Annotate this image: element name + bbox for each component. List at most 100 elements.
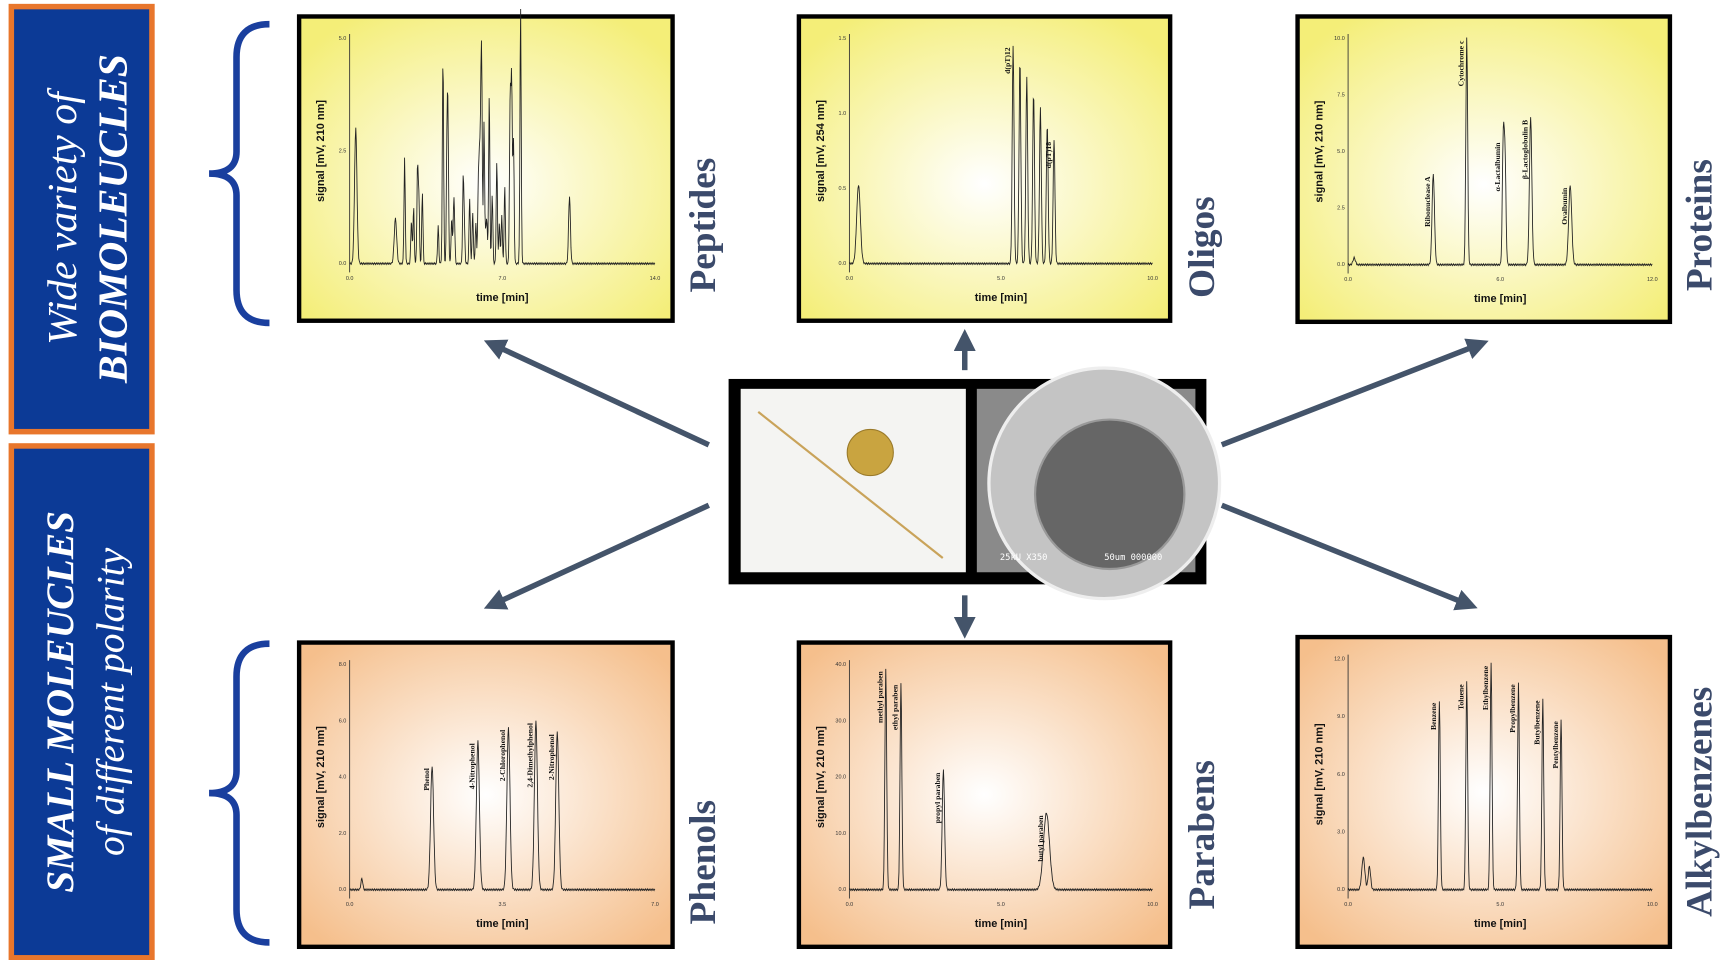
x-axis-label: time [min]: [1474, 293, 1527, 305]
x-tick-label: 7.0: [499, 276, 507, 282]
y-tick-label: 5.0: [339, 36, 347, 42]
peak-label: Cytochrome c: [1456, 40, 1465, 86]
x-tick-label: 7.0: [651, 902, 659, 908]
x-tick-label: 10.0: [1147, 902, 1158, 908]
y-tick-label: 5.0: [1337, 149, 1345, 155]
y-tick-label: 9.0: [1337, 714, 1345, 720]
peak-label: Butylbenzene: [1533, 700, 1542, 745]
y-tick-label: 2.5: [339, 148, 347, 154]
x-tick-label: 3.5: [499, 902, 507, 908]
sidebar-text: Wide variety of: [40, 87, 86, 345]
x-tick-label: 0.0: [846, 902, 854, 908]
x-tick-label: 5.0: [997, 902, 1005, 908]
peak-label: Pentylbenzene: [1551, 721, 1560, 769]
y-tick-label: 3.0: [1337, 829, 1345, 835]
y-tick-label: 2.5: [1337, 206, 1345, 212]
y-axis-label: signal [mV, 210 nm]: [815, 726, 827, 828]
sem-caption: 50um 000000: [1104, 553, 1162, 563]
x-tick-label: 5.0: [997, 276, 1005, 282]
y-axis-label: signal [mV, 210 nm]: [315, 726, 327, 828]
panel: [799, 643, 1170, 947]
y-tick-label: 0.0: [339, 887, 347, 893]
sem-caption: 25kU X350: [1000, 553, 1048, 563]
y-tick-label: 2.0: [339, 831, 347, 837]
x-tick-label: 5.0: [1496, 902, 1504, 908]
peak-label: Ribonuclease A: [1423, 176, 1432, 227]
y-tick-label: 1.0: [838, 111, 846, 117]
coin: [847, 429, 893, 475]
brace: [209, 24, 269, 323]
y-axis-label: signal [mV, 210 nm]: [1313, 100, 1325, 202]
peak-label: 2-Nitrophenol: [547, 734, 556, 780]
x-tick-label: 12.0: [1647, 277, 1658, 283]
y-axis-label: signal [mV, 254 nm]: [815, 100, 827, 202]
y-tick-label: 0.0: [1337, 262, 1345, 268]
x-tick-label: 0.0: [1344, 902, 1352, 908]
peak-label: Toluene: [1456, 684, 1465, 710]
y-tick-label: 12.0: [1334, 656, 1345, 662]
y-tick-label: 10.0: [835, 831, 846, 837]
y-tick-label: 8.0: [339, 662, 347, 668]
x-axis-label: time [min]: [975, 292, 1028, 304]
y-tick-label: 40.0: [835, 662, 846, 668]
peak-label: 2-Chlorophenol: [498, 730, 507, 781]
x-tick-label: 0.0: [346, 902, 354, 908]
brace: [209, 644, 269, 943]
peak-label: butyl paraben: [1036, 815, 1045, 862]
peak-label: d(pT)12: [1003, 47, 1012, 74]
x-tick-label: 0.0: [1344, 277, 1352, 283]
x-tick-label: 6.0: [1496, 277, 1504, 283]
peak-label: Propylbenzene: [1508, 684, 1517, 733]
y-tick-label: 1.5: [838, 36, 846, 42]
panel: [1298, 16, 1670, 321]
x-axis-label: time [min]: [476, 292, 529, 304]
sidebar-text: of different polarity: [89, 547, 133, 856]
sidebar-text: BIOMOLEUCLES: [90, 54, 136, 384]
peak-label: α-Lactalbumin: [1493, 142, 1502, 192]
y-tick-label: 6.0: [339, 718, 347, 724]
x-tick-label: 0.0: [346, 276, 354, 282]
y-tick-label: 7.5: [1337, 92, 1345, 98]
y-tick-label: 6.0: [1337, 772, 1345, 778]
y-axis-label: signal [mV, 210 nm]: [315, 100, 327, 202]
y-tick-label: 30.0: [835, 718, 846, 724]
x-tick-label: 0.0: [846, 276, 854, 282]
panel-label: Phenols: [683, 800, 724, 924]
peak-label: Ethylbenzene: [1481, 665, 1490, 710]
y-tick-label: 0.0: [838, 261, 846, 267]
peak-label: 4-Nitrophenol: [468, 743, 477, 789]
peak-label: propyl paraben: [933, 772, 942, 824]
peak-label: Benzene: [1429, 702, 1438, 730]
y-tick-label: 0.0: [838, 887, 846, 893]
peak-label: methyl paraben: [876, 671, 885, 724]
peak-label: ethyl paraben: [891, 684, 900, 730]
peak-label: d(pT)18: [1044, 142, 1053, 169]
x-axis-label: time [min]: [476, 918, 529, 930]
photo: [741, 389, 966, 572]
panel-label: Proteins: [1679, 159, 1720, 291]
sidebar-text: SMALL MOLEUCLES: [38, 511, 82, 893]
peak-label: β-Lactoglobulin B: [1520, 120, 1529, 179]
figure: Wide variety of BIOMOLEUCLES SMALL MOLEU…: [0, 0, 1723, 960]
y-tick-label: 10.0: [1334, 36, 1345, 42]
panel-label: Oligos: [1182, 196, 1223, 298]
peak-label: Ovalbumin: [1560, 187, 1569, 225]
panel-label: Alkylbenzenes: [1679, 687, 1720, 917]
y-tick-label: 20.0: [835, 775, 846, 781]
sem-monolith: [1035, 420, 1184, 569]
y-tick-label: 0.5: [838, 186, 846, 192]
y-tick-label: 0.0: [339, 261, 347, 267]
x-tick-label: 10.0: [1647, 902, 1658, 908]
panel-label: Parabens: [1182, 760, 1223, 909]
y-tick-label: 0.0: [1337, 887, 1345, 893]
x-axis-label: time [min]: [1474, 918, 1527, 930]
x-axis-label: time [min]: [975, 918, 1028, 930]
panel: [299, 643, 672, 947]
panel: [799, 16, 1170, 320]
peak-label: Phenol: [422, 768, 431, 791]
panel-label: Peptides: [683, 158, 724, 293]
x-tick-label: 10.0: [1147, 276, 1158, 282]
y-axis-label: signal [mV, 210 nm]: [1313, 723, 1325, 825]
y-tick-label: 4.0: [339, 775, 347, 781]
x-tick-label: 14.0: [650, 276, 661, 282]
